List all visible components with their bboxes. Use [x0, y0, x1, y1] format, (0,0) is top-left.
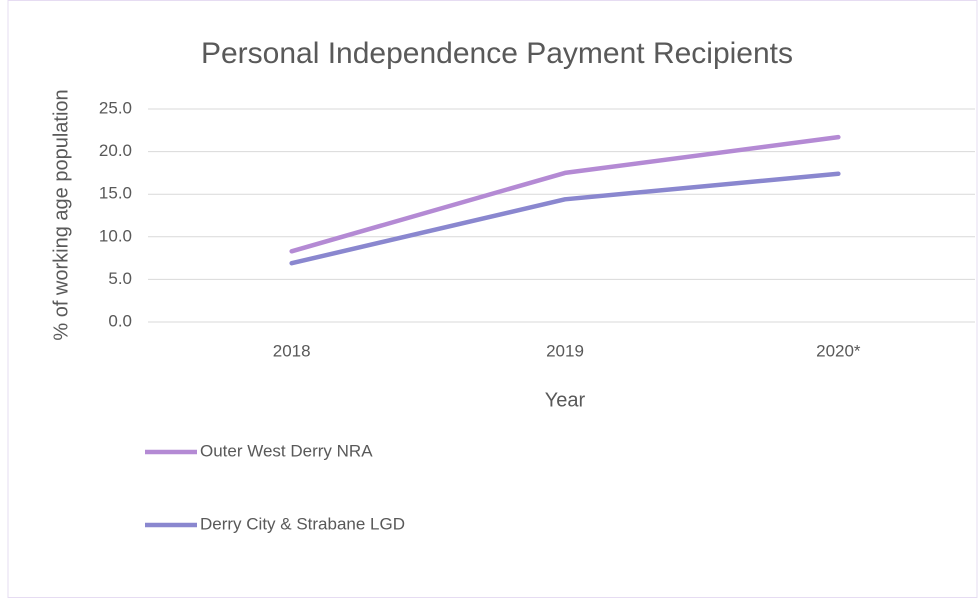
x-tick-label: 2018: [273, 341, 311, 360]
x-tick-label: 2019: [546, 341, 584, 360]
x-axis-label: Year: [545, 389, 586, 411]
y-tick-label: 20.0: [99, 141, 132, 160]
y-tick-label: 25.0: [99, 98, 132, 117]
chart-title: Personal Independence Payment Recipients: [201, 37, 793, 70]
chart-border: [7, 0, 978, 598]
legend-label: Outer West Derry NRA: [200, 441, 373, 460]
data-line: [289, 171, 841, 266]
data-line: [289, 134, 841, 254]
y-tick-label: 10.0: [99, 226, 132, 245]
legend-label: Derry City & Strabane LGD: [200, 514, 405, 533]
y-tick-label: 5.0: [108, 269, 132, 288]
y-tick-label: 0.0: [108, 311, 132, 330]
x-tick-label: 2020*: [816, 341, 861, 360]
y-tick-label: 15.0: [99, 184, 132, 203]
y-axis-label: % of working age population: [50, 89, 72, 340]
